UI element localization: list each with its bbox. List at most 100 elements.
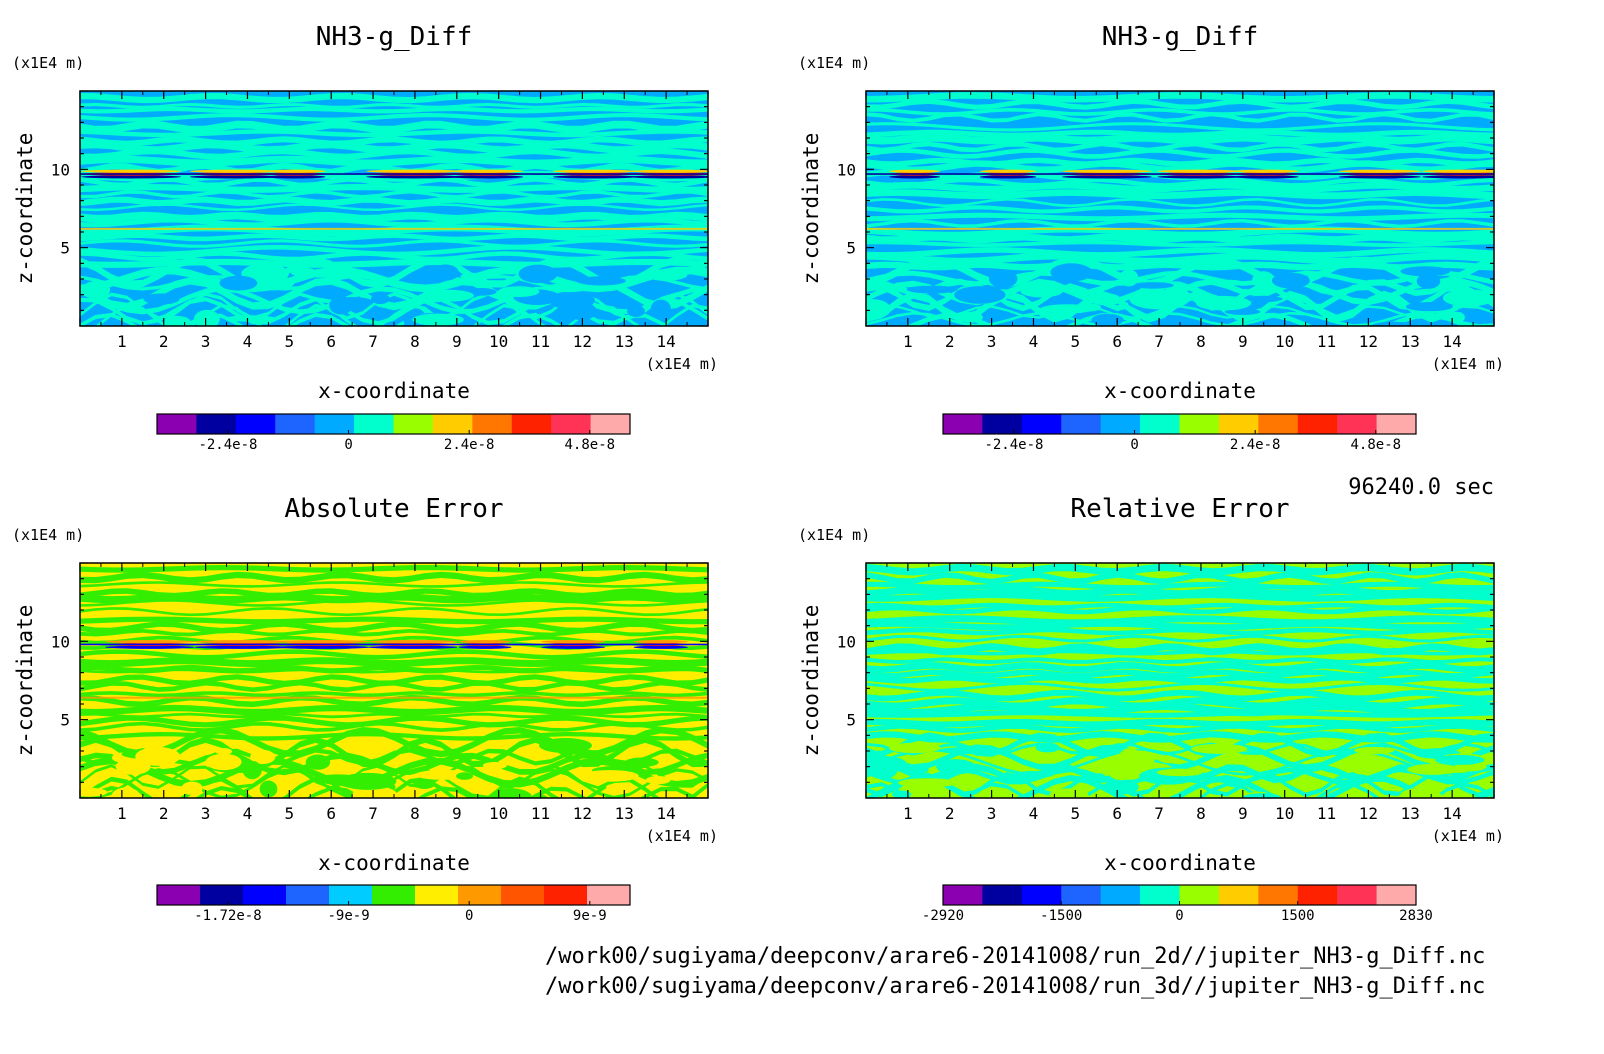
contour-band	[866, 122, 1494, 132]
colorbar-swatch	[1140, 414, 1180, 434]
colorbar-swatch	[314, 414, 355, 434]
colorbar-frame	[156, 413, 631, 435]
contour-band	[866, 108, 1494, 116]
contour-band	[80, 184, 708, 193]
contour-cell	[497, 286, 540, 298]
colorbar-swatch	[1337, 885, 1378, 905]
contour-band	[80, 224, 708, 237]
contour-cell	[1407, 763, 1460, 775]
peak-layer-segment	[1062, 175, 1152, 179]
contour-cell	[163, 315, 191, 326]
peak-layer-segment	[265, 175, 326, 179]
contour-cell	[538, 738, 592, 754]
colorbar-tick-label: -1.72e-8	[194, 908, 261, 924]
colorbar-swatch	[1140, 885, 1180, 905]
contour-cell	[954, 286, 1006, 304]
x-tick-label: 6	[1112, 804, 1122, 823]
x-tick-label: 12	[1359, 332, 1378, 351]
colorbar-swatch	[1337, 414, 1378, 434]
contour-cell	[988, 269, 1018, 289]
x-tick-label: 10	[489, 332, 508, 351]
y-axis: 5 10 z-coordinate	[13, 90, 708, 327]
contour-band	[80, 176, 708, 188]
colorbar-swatch	[1061, 885, 1102, 905]
colorbar-swatch	[432, 414, 473, 434]
contour-cell	[566, 302, 597, 321]
peak-layer-segment	[1062, 169, 1152, 173]
colorbar-swatch	[472, 414, 513, 434]
contour-cell	[1109, 767, 1134, 781]
contour-cell	[1205, 279, 1245, 286]
x-axis-label: x-coordinate	[1104, 379, 1256, 403]
contour-band	[866, 661, 1494, 673]
contour-cell	[1353, 746, 1395, 755]
x-tick-label: 2	[159, 804, 169, 823]
y-unit-label: (x1E4 m)	[798, 526, 870, 544]
contour-cell	[645, 776, 671, 785]
contour-cell	[1400, 266, 1451, 277]
peak-layer-segment	[979, 169, 1037, 173]
peak-layer-segment	[1157, 169, 1241, 173]
peak-layer-line	[866, 173, 1494, 175]
colorbar-tick-label: 9e-9	[573, 908, 607, 924]
panel-4: Relative Error(x1E4 m)1 2 3 4 5 6 7 8 9 10 11 12 13 1…	[798, 494, 1504, 924]
contour-band	[866, 572, 1494, 585]
x-tick-label: 7	[368, 332, 378, 351]
contour-band	[866, 157, 1494, 167]
contour-band	[866, 744, 1494, 771]
colorbar-swatch	[544, 885, 588, 905]
contour-cell	[305, 754, 331, 770]
peak-layer-segment	[1338, 175, 1421, 179]
x-tick-label: 13	[1401, 332, 1420, 351]
y-axis-label: z-coordinate	[13, 133, 37, 285]
contour-cell	[939, 746, 996, 755]
contour-cell	[543, 283, 591, 293]
colorbar-swatch	[1258, 885, 1299, 905]
contour-cell	[219, 275, 258, 291]
x-axis-label: x-coordinate	[318, 379, 470, 403]
peak-layer-segment	[194, 640, 293, 644]
peak-layer-segment	[1157, 175, 1241, 179]
contour-band	[80, 106, 708, 114]
contour-cell	[259, 780, 278, 798]
peak-layer-segment	[979, 175, 1037, 179]
panel-1: NH3-g_Diff(x1E4 m)1 2 3 4 5 6 7 8 9 10 11 12 13 14(x1…	[12, 22, 718, 453]
peak-layer-segment	[1422, 169, 1494, 173]
colorbar-swatch	[982, 414, 1023, 434]
x-tick-label: 14	[1443, 332, 1462, 351]
contour-cell	[1372, 321, 1415, 326]
x-tick-label: 3	[987, 804, 997, 823]
x-tick-label: 8	[410, 332, 420, 351]
contour-cell	[1405, 301, 1453, 312]
contour-cell	[313, 774, 363, 785]
x-tick-label: 11	[531, 332, 550, 351]
peak-layer-segment	[1233, 169, 1299, 173]
colorbar: -1.72e-8 -9e-9 0 9e-9	[156, 884, 631, 924]
contour-band	[80, 292, 708, 320]
contour-cell	[135, 747, 181, 766]
x-tick-label: 2	[159, 332, 169, 351]
colorbar-tick-label: -9e-9	[327, 908, 369, 924]
contour-cell	[1011, 771, 1055, 778]
contour-cell	[1048, 788, 1089, 798]
y-tick-label: 5	[846, 711, 856, 730]
contour-cell	[906, 763, 929, 775]
secondary-layer	[866, 227, 1494, 230]
contour-cell	[1345, 774, 1370, 782]
contour-cell	[1132, 282, 1174, 289]
colorbar-swatch	[196, 414, 237, 434]
heatmap-field	[80, 563, 708, 798]
contour-cell	[1119, 269, 1139, 287]
colorbar-tick-label: -2.4e-8	[198, 437, 257, 453]
y-unit-label: (x1E4 m)	[12, 526, 84, 544]
x-axis-label: x-coordinate	[318, 851, 470, 875]
y-axis-label: z-coordinate	[799, 133, 823, 285]
contour-band	[866, 634, 1494, 643]
contour-cell	[1035, 742, 1060, 753]
contour-band	[80, 715, 708, 728]
contour-band	[80, 704, 708, 716]
y-unit-label: (x1E4 m)	[12, 54, 84, 72]
contour-band	[80, 694, 708, 708]
colorbar-swatch	[458, 885, 502, 905]
